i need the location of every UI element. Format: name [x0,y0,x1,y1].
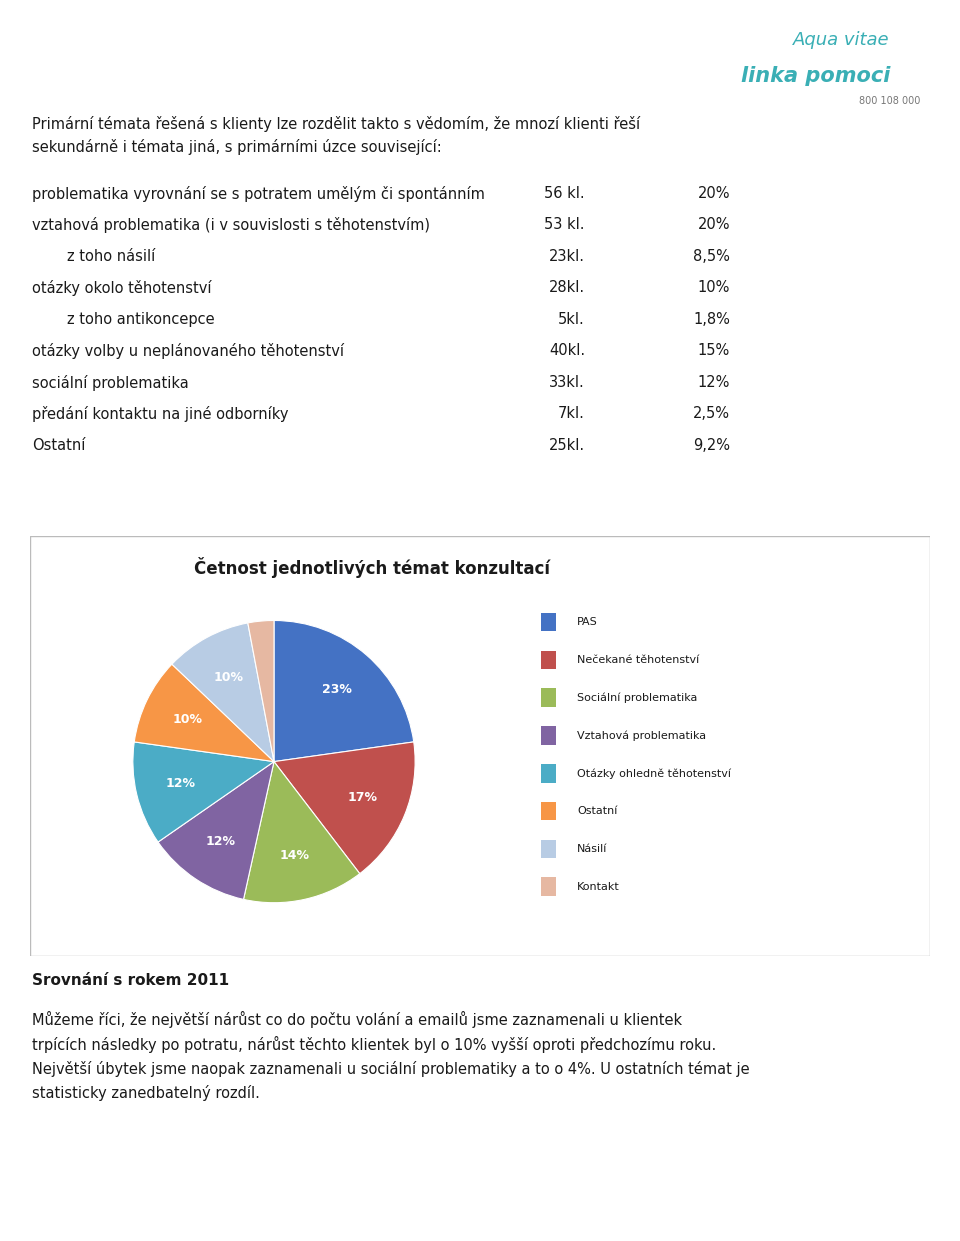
Text: 10%: 10% [213,671,243,684]
Text: 25kl.: 25kl. [549,438,585,453]
Text: 1,8%: 1,8% [693,311,730,326]
Text: problematika vyrovnání se s potratem umělým či spontánním: problematika vyrovnání se s potratem umě… [32,186,485,202]
Text: 12%: 12% [205,835,235,848]
Text: 20%: 20% [698,186,730,201]
Bar [541,802,556,820]
Wedge shape [158,762,274,900]
Wedge shape [248,620,274,762]
Text: Vztahová problematika: Vztahová problematika [577,730,707,741]
Text: 14%: 14% [279,849,310,861]
Text: 12%: 12% [166,777,196,791]
Bar [541,840,556,859]
Bar [541,726,556,745]
Text: PAS: PAS [577,617,598,627]
Text: z toho násilí: z toho násilí [67,249,156,264]
Text: z toho antikoncepce: z toho antikoncepce [67,311,215,326]
Text: Aqua vitae: Aqua vitae [793,31,890,48]
Text: 33kl.: 33kl. [549,375,585,390]
Text: 15%: 15% [698,344,730,359]
Text: 28kl.: 28kl. [549,280,585,295]
Text: 40kl.: 40kl. [549,344,585,359]
Text: 10%: 10% [173,714,203,726]
Text: 7kl.: 7kl. [558,407,585,422]
Wedge shape [274,620,414,762]
Text: 8,5%: 8,5% [693,249,730,264]
Text: 5kl.: 5kl. [559,311,585,326]
Text: Otázky ohledně těhotenství: Otázky ohledně těhotenství [577,768,732,778]
Text: Četnost jednotlivých témat konzultací: Četnost jednotlivých témat konzultací [194,557,550,578]
Text: Ostatní: Ostatní [32,438,85,453]
Text: Primární témata řešená s klienty lze rozdělit takto s vědomím, že mnozí klienti : Primární témata řešená s klienty lze roz… [32,115,640,155]
Text: Sociální problematika: Sociální problematika [577,692,698,702]
Text: Násilí: Násilí [577,844,608,854]
Wedge shape [274,742,415,874]
Text: otázky volby u neplánovaného těhotenství: otázky volby u neplánovaného těhotenství [32,344,344,360]
Wedge shape [172,623,274,762]
Text: vztahová problematika (i v souvislosti s těhotenstvím): vztahová problematika (i v souvislosti s… [32,217,430,233]
Bar [541,650,556,669]
Text: 2,5%: 2,5% [693,407,730,422]
Text: 23kl.: 23kl. [549,249,585,264]
Text: Můžeme říci, že největší nárůst co do počtu volání a emailů jsme zaznamenali u k: Můžeme říci, že největší nárůst co do po… [32,1011,750,1101]
Text: předání kontaktu na jiné odborníky: předání kontaktu na jiné odborníky [32,407,289,422]
Bar [541,689,556,707]
Text: 20%: 20% [698,217,730,232]
Bar [541,613,556,632]
Bar [541,764,556,783]
Text: 23%: 23% [322,683,352,696]
Text: otázky okolo těhotenství: otázky okolo těhotenství [32,280,211,297]
Wedge shape [132,742,274,843]
Wedge shape [134,664,274,762]
Text: 56 kl.: 56 kl. [544,186,585,201]
Text: 10%: 10% [698,280,730,295]
Text: Kontakt: Kontakt [577,881,620,892]
Text: 9,2%: 9,2% [693,438,730,453]
Text: 12%: 12% [698,375,730,390]
Text: linka pomoci: linka pomoci [740,66,890,86]
Text: Ostatní: Ostatní [577,807,617,817]
Text: Nečekané těhotenství: Nečekané těhotenství [577,655,700,665]
Bar [541,877,556,896]
Text: Srovnání s rokem 2011: Srovnání s rokem 2011 [32,973,229,988]
Text: 800 108 000: 800 108 000 [858,96,920,105]
Wedge shape [244,762,360,902]
Text: 17%: 17% [348,792,378,804]
Text: 53 kl.: 53 kl. [544,217,585,232]
Text: sociální problematika: sociální problematika [32,375,189,391]
